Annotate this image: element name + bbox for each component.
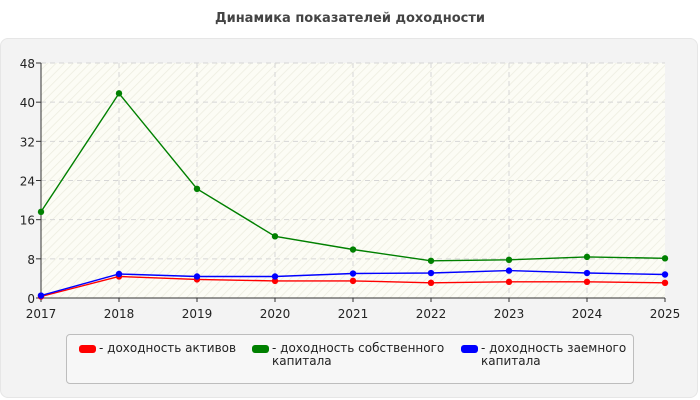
data-point[interactable] [505,267,513,274]
data-point[interactable] [661,255,669,262]
y-tick-label: 16 [20,214,35,228]
y-tick-label: 32 [20,135,35,149]
legend-label: - доходность заемного капитала [481,341,627,368]
legend-swatch-red [79,345,96,353]
data-point[interactable] [583,269,591,277]
data-point[interactable] [271,273,279,280]
data-point[interactable] [661,271,669,278]
data-point[interactable] [505,278,513,286]
data-point[interactable] [661,279,669,287]
y-tick-label: 48 [20,57,35,71]
y-tick-label: 24 [20,175,35,189]
y-tick-label: 8 [27,253,35,267]
series-0 [37,273,669,300]
data-point[interactable] [271,233,279,240]
legend-swatch-blue [461,345,478,353]
data-point[interactable] [193,273,201,280]
data-point[interactable] [583,278,591,286]
y-tick-label: 40 [20,96,35,110]
legend-label: - доходность активов [99,341,237,355]
data-point[interactable] [505,256,513,264]
x-tick-label: 2023 [494,307,525,321]
data-point[interactable] [37,208,45,216]
data-point[interactable] [193,185,201,193]
data-point[interactable] [427,279,435,287]
x-tick-label: 2021 [338,307,369,321]
data-point[interactable] [427,269,435,277]
series-1 [37,90,669,264]
x-tick-label: 2017 [26,307,57,321]
x-tick-label: 2025 [650,307,681,321]
data-point[interactable] [271,277,279,285]
data-point[interactable] [115,90,123,97]
x-tick-label: 2024 [572,307,603,321]
y-tick-label: 0 [27,292,35,306]
data-point[interactable] [37,292,45,299]
data-point[interactable] [115,270,123,278]
grid-lines [41,62,665,298]
tick-labels: 0 8 16 24 32 40 48 2017 2018 2019 2020 2021 2022 2023… [20,57,681,321]
data-point[interactable] [583,253,591,261]
x-tick-label: 2019 [182,307,213,321]
legend-swatch-green [252,345,269,353]
x-tick-label: 2020 [260,307,291,321]
chart-title: Динамика показателей доходности [215,11,485,26]
legend: - доходность активов - доходность собств… [66,334,634,384]
series-layer [37,90,669,300]
data-point[interactable] [349,246,357,253]
data-point[interactable] [349,277,357,285]
data-point[interactable] [349,270,357,277]
series-2 [37,267,669,299]
legend-label: - доходность собственного капитала [272,341,445,368]
x-tick-label: 2022 [416,307,447,321]
x-tick-label: 2018 [104,307,135,321]
data-point[interactable] [427,257,435,264]
